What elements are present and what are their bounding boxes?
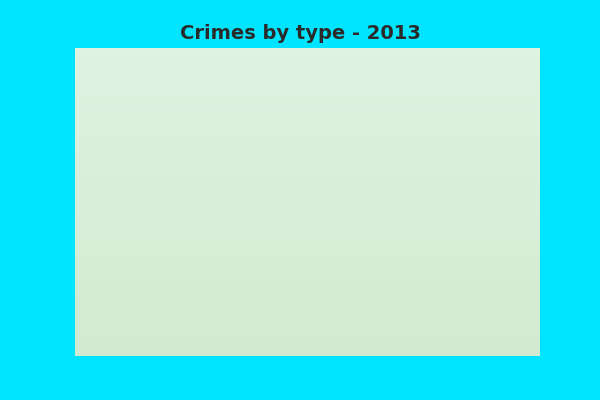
Wedge shape	[155, 86, 415, 346]
Wedge shape	[158, 89, 285, 216]
Text: Robberies (3.6%): Robberies (3.6%)	[104, 176, 212, 189]
Wedge shape	[256, 86, 285, 216]
Text: Crimes by type - 2013: Crimes by type - 2013	[179, 24, 421, 43]
Text: City-Data.com: City-Data.com	[407, 68, 491, 81]
Text: Thefts (78.6%): Thefts (78.6%)	[352, 331, 488, 357]
Text: Burglaries (17.9%): Burglaries (17.9%)	[155, 64, 272, 95]
